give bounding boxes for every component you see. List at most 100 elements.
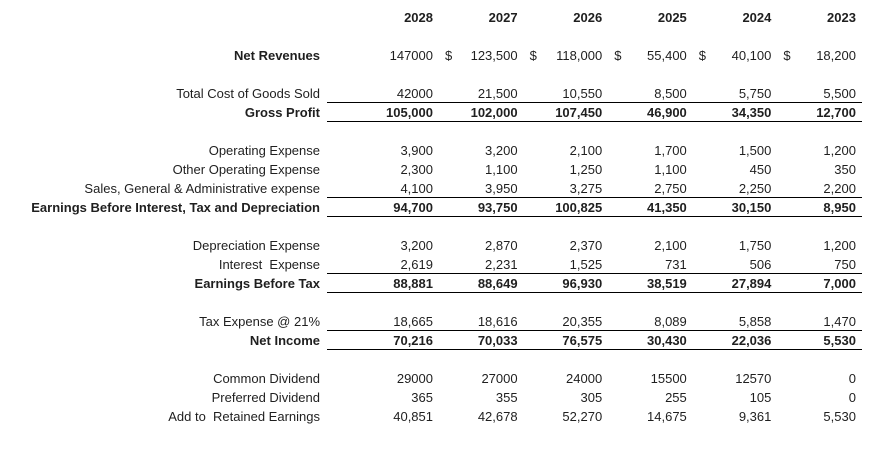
cell-number: 41,350 [647, 199, 687, 215]
cell-number: 2,200 [823, 180, 856, 196]
year-header-cells: 2028 2027 2026 2025 2024 2023 [327, 8, 862, 27]
table-row: Add to Retained Earnings 40,851 42,678 52,2… [0, 407, 893, 426]
cell-number: 1,500 [738, 143, 772, 158]
row-values: 94,700 93,750 100,825 41,350 30,150 8,950 [327, 198, 862, 217]
cell-number: 42000 [396, 85, 433, 101]
cell-value: 105,000 [327, 103, 439, 121]
statement-rows: Net Revenues 147000 $123,500 $118,000 $55,40… [0, 27, 893, 426]
cell-value: 8,500 [608, 84, 693, 102]
cell-number: 5,858 [738, 313, 772, 329]
cell-value: 93,750 [439, 198, 524, 216]
cell-value: 30,430 [608, 331, 693, 349]
currency-symbol: $ [445, 48, 453, 63]
row-spacer [0, 65, 893, 84]
cell-value: $18,200 [777, 46, 862, 65]
table-row: Common Dividend 29000 27000 24000 15500 12570… [0, 369, 893, 388]
cell-number: 123,500 [470, 48, 518, 63]
cell-value: 2,370 [524, 236, 609, 255]
row-values: 88,881 88,649 96,930 38,519 27,894 7,000 [327, 274, 862, 293]
row-values: 4,100 3,950 3,275 2,750 2,250 2,200 [327, 179, 862, 198]
cell-number: 29000 [396, 371, 433, 386]
cell-number: 2,231 [485, 256, 518, 272]
cell-number: 2,750 [654, 180, 687, 196]
cell-value: 355 [439, 388, 524, 407]
row-label: Net Revenues [234, 48, 320, 63]
cell-number: 8,950 [823, 199, 856, 215]
cell-number: 305 [580, 390, 603, 405]
cell-value: 27,894 [693, 274, 778, 292]
row-values: 105,000 102,000 107,450 46,900 34,350 12,700 [327, 103, 862, 122]
cell-number: 15500 [650, 371, 687, 386]
cell-value: 24000 [524, 369, 609, 388]
table-row: Gross Profit 105,000 102,000 107,450 46,900 3… [0, 103, 893, 122]
cell-value: 1,100 [608, 160, 693, 179]
cell-value: 46,900 [608, 103, 693, 121]
cell-number: 5,500 [823, 85, 856, 101]
cell-value: 27000 [439, 369, 524, 388]
cell-value: 2,200 [777, 179, 862, 197]
row-spacer [0, 27, 893, 46]
cell-value: 100,825 [524, 198, 609, 216]
cell-number: 8,089 [654, 313, 687, 329]
cell-value: 2,870 [439, 236, 524, 255]
cell-value: 2,100 [608, 236, 693, 255]
cell-value: 450 [693, 160, 778, 179]
cell-value: 30,150 [693, 198, 778, 216]
year-header: 2027 [488, 10, 518, 25]
row-values: 3,900 3,200 2,100 1,700 1,500 1,200 [327, 141, 862, 160]
row-values: 2,300 1,100 1,250 1,100 450 350 [327, 160, 862, 179]
row-values: 147000 $123,500 $118,000 $55,400 $40,100 $18,… [327, 46, 862, 65]
table-row: Earnings Before Interest, Tax and Deprec… [0, 198, 893, 217]
year-header: 2024 [742, 10, 772, 25]
cell-value: 350 [777, 160, 862, 179]
cell-value: 3,275 [524, 179, 609, 197]
cell-value: 15500 [608, 369, 693, 388]
table-row: Preferred Dividend 365 355 305 255 105 0 [0, 388, 893, 407]
cell-number: 3,900 [400, 143, 433, 158]
cell-value: 18,616 [439, 312, 524, 330]
year-header-row: 2028 2027 2026 2025 2024 2023 [0, 8, 893, 27]
row-label: Total Cost of Goods Sold [176, 86, 320, 101]
cell-number: 5,750 [738, 85, 772, 101]
table-row: Interest Expense 2,619 2,231 1,525 731 506 750 [0, 255, 893, 274]
year-header: 2023 [827, 10, 856, 25]
row-label: Depreciation Expense [192, 238, 320, 253]
row-label: Gross Profit [244, 105, 320, 120]
row-label: Common Dividend [213, 371, 320, 386]
row-spacer [0, 122, 893, 141]
cell-value: 1,100 [439, 160, 524, 179]
cell-number: 18,200 [816, 48, 856, 63]
table-row: Earnings Before Tax 88,881 88,649 96,930 38,… [0, 274, 893, 293]
cell-number: 10,550 [562, 85, 603, 101]
cell-number: 105 [749, 390, 772, 405]
cell-number: 70,033 [477, 332, 518, 348]
cell-value: $40,100 [693, 46, 778, 65]
cell-number: 30,150 [731, 199, 772, 215]
cell-value: 1,500 [693, 141, 778, 160]
cell-number: 76,575 [562, 332, 603, 348]
cell-number: 40,100 [731, 48, 772, 63]
cell-value: 1,250 [524, 160, 609, 179]
cell-value: 70,216 [327, 331, 439, 349]
cell-number: 105,000 [386, 104, 433, 120]
cell-number: 255 [665, 390, 687, 405]
cell-value: 1,750 [693, 236, 778, 255]
cell-value: 4,100 [327, 179, 439, 197]
cell-value: 34,350 [693, 103, 778, 121]
cell-value: 2,300 [327, 160, 439, 179]
cell-number: 3,200 [400, 238, 433, 253]
cell-value: 7,000 [777, 274, 862, 292]
cell-number: 3,200 [485, 143, 518, 158]
cell-number: 0 [848, 371, 856, 386]
row-label: Other Operating Expense [172, 162, 320, 177]
header-empty-label [0, 8, 327, 27]
row-spacer [0, 217, 893, 236]
cell-value: 21,500 [439, 84, 524, 102]
cell-number: 14,675 [647, 409, 687, 424]
income-statement-sheet: 2028 2027 2026 2025 2024 2023 Net Revenu… [0, 8, 893, 426]
cell-value: 14,675 [608, 407, 693, 426]
cell-number: 7,000 [823, 275, 856, 291]
cell-value: 5,530 [777, 331, 862, 349]
cell-number: 102,000 [470, 104, 518, 120]
row-label: Net Income [249, 333, 320, 348]
